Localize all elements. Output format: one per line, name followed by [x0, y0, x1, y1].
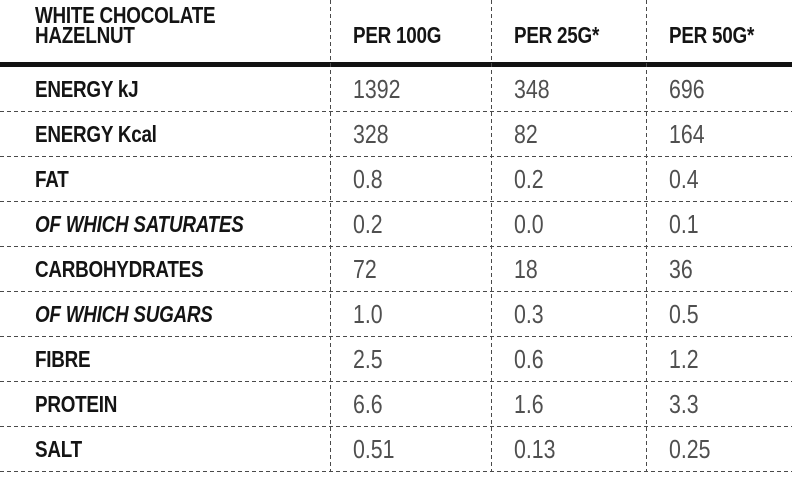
row-label-cell: ENERGY kJ	[0, 76, 330, 103]
table-row: ENERGY Kcal 328 82 164	[0, 112, 792, 157]
table-row: FIBRE 2.5 0.6 1.2	[0, 337, 792, 382]
value-cell: 82	[491, 119, 646, 150]
value-text: 18	[514, 254, 538, 284]
value-cell: 0.6	[491, 344, 646, 375]
table-row: PROTEIN 6.6 1.6 3.3	[0, 382, 792, 427]
product-title: WHITE CHOCOLATE HAZELNUT	[35, 2, 216, 48]
row-label: ENERGY kJ	[35, 76, 139, 102]
value-cell: 72	[330, 254, 491, 285]
value-text: 164	[669, 119, 705, 149]
value-text: 0.2	[514, 164, 544, 194]
row-label-cell: SALT	[0, 436, 330, 463]
value-cell: 0.51	[330, 434, 491, 465]
column-divider-1	[330, 0, 331, 472]
nutrition-table: WHITE CHOCOLATE HAZELNUT PER 100G PER 25…	[0, 0, 792, 472]
value-text: 3.3	[669, 389, 699, 419]
product-title-cell: WHITE CHOCOLATE HAZELNUT	[0, 0, 330, 62]
row-label-cell: PROTEIN	[0, 391, 330, 418]
row-label-cell: OF WHICH SUGARS	[0, 301, 330, 328]
value-cell: 0.3	[491, 299, 646, 330]
value-text: 0.0	[514, 209, 544, 239]
value-cell: 0.0	[491, 209, 646, 240]
row-label: SALT	[35, 436, 82, 462]
row-label: FIBRE	[35, 346, 91, 372]
value-cell: 348	[491, 74, 646, 105]
value-text: 696	[669, 74, 705, 104]
value-cell: 0.8	[330, 164, 491, 195]
row-label-cell: FIBRE	[0, 346, 330, 373]
value-cell: 0.4	[646, 164, 792, 195]
value-cell: 0.1	[646, 209, 792, 240]
value-text: 72	[353, 254, 377, 284]
value-cell: 3.3	[646, 389, 792, 420]
value-cell: 0.2	[330, 209, 491, 240]
row-label-cell: FAT	[0, 166, 330, 193]
column-divider-3	[646, 0, 647, 472]
table-header: WHITE CHOCOLATE HAZELNUT PER 100G PER 25…	[0, 0, 792, 67]
column-header-label: PER 25G*	[514, 22, 600, 48]
value-text: 82	[514, 119, 538, 149]
row-label: PROTEIN	[35, 391, 118, 417]
value-text: 348	[514, 74, 550, 104]
column-header-per-100g: PER 100G	[330, 0, 491, 62]
value-cell: 0.25	[646, 434, 792, 465]
value-cell: 1.2	[646, 344, 792, 375]
column-divider-2	[491, 0, 492, 472]
value-text: 0.51	[353, 434, 395, 464]
nutrition-rows: ENERGY kJ 1392 348 696 ENERGY Kcal 328 82 164 FA…	[0, 67, 792, 472]
value-cell: 0.5	[646, 299, 792, 330]
value-text: 0.5	[669, 299, 699, 329]
value-cell: 6.6	[330, 389, 491, 420]
table-row: OF WHICH SATURATES 0.2 0.0 0.1	[0, 202, 792, 247]
value-text: 1.2	[669, 344, 699, 374]
value-text: 328	[353, 119, 389, 149]
table-row: OF WHICH SUGARS 1.0 0.3 0.5	[0, 292, 792, 337]
value-text: 0.8	[353, 164, 383, 194]
value-text: 0.6	[514, 344, 544, 374]
value-cell: 0.13	[491, 434, 646, 465]
value-text: 2.5	[353, 344, 383, 374]
row-label-cell: OF WHICH SATURATES	[0, 211, 330, 238]
column-header-label: PER 50G*	[669, 22, 755, 48]
table-row: ENERGY kJ 1392 348 696	[0, 67, 792, 112]
value-cell: 0.2	[491, 164, 646, 195]
value-cell: 2.5	[330, 344, 491, 375]
row-label: OF WHICH SUGARS	[35, 301, 213, 327]
row-label-cell: CARBOHYDRATES	[0, 256, 330, 283]
value-text: 0.4	[669, 164, 699, 194]
table-row: FAT 0.8 0.2 0.4	[0, 157, 792, 202]
column-header-label: PER 100G	[353, 22, 442, 48]
value-cell: 1.6	[491, 389, 646, 420]
value-text: 0.2	[353, 209, 383, 239]
value-text: 0.3	[514, 299, 544, 329]
value-text: 0.13	[514, 434, 556, 464]
value-cell: 164	[646, 119, 792, 150]
value-cell: 36	[646, 254, 792, 285]
value-cell: 1.0	[330, 299, 491, 330]
value-cell: 696	[646, 74, 792, 105]
table-row: CARBOHYDRATES 72 18 36	[0, 247, 792, 292]
row-label: CARBOHYDRATES	[35, 256, 204, 282]
value-text: 6.6	[353, 389, 383, 419]
value-text: 1.0	[353, 299, 383, 329]
column-header-per-25g: PER 25G*	[491, 0, 646, 62]
value-cell: 1392	[330, 74, 491, 105]
row-label: OF WHICH SATURATES	[35, 211, 244, 237]
column-header-per-50g: PER 50G*	[646, 0, 792, 62]
value-text: 36	[669, 254, 693, 284]
value-text: 0.25	[669, 434, 711, 464]
value-text: 0.1	[669, 209, 699, 239]
value-cell: 18	[491, 254, 646, 285]
value-text: 1392	[353, 74, 401, 104]
row-label: FAT	[35, 166, 69, 192]
value-cell: 328	[330, 119, 491, 150]
row-label-cell: ENERGY Kcal	[0, 121, 330, 148]
table-row: SALT 0.51 0.13 0.25	[0, 427, 792, 472]
value-text: 1.6	[514, 389, 544, 419]
row-label: ENERGY Kcal	[35, 121, 157, 147]
